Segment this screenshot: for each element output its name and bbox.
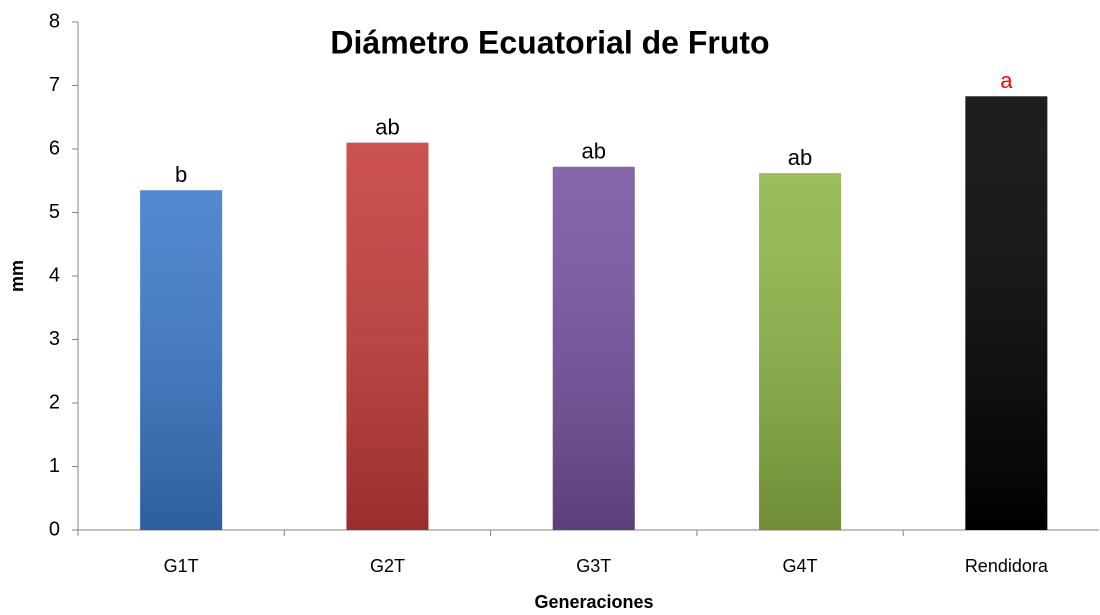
x-axis-label: Generaciones	[534, 592, 653, 612]
bar-annotation: a	[1000, 68, 1013, 93]
chart-title: Diámetro Ecuatorial de Fruto	[330, 24, 769, 60]
bar-annotation: ab	[788, 145, 812, 170]
bar	[346, 142, 429, 530]
x-tick-label: G4T	[783, 556, 818, 576]
x-tick-label: G3T	[576, 556, 611, 576]
y-tick-label: 1	[49, 455, 60, 477]
bar-annotation: ab	[375, 114, 399, 139]
y-tick-label: 4	[49, 264, 60, 286]
y-tick-label: 2	[49, 391, 60, 413]
y-axis-label: mm	[7, 260, 27, 292]
y-tick-label: 5	[49, 201, 60, 223]
y-tick-label: 8	[49, 10, 60, 32]
y-tick-label: 7	[49, 74, 60, 96]
y-tick-label: 3	[49, 328, 60, 350]
x-tick-label: G2T	[370, 556, 405, 576]
x-tick-label: Rendidora	[965, 556, 1049, 576]
bar	[759, 173, 842, 530]
y-tick-label: 6	[49, 137, 60, 159]
bar-annotation: ab	[582, 139, 606, 164]
bar	[965, 96, 1048, 531]
bar-annotation: b	[175, 162, 187, 187]
x-tick-label: G1T	[164, 556, 199, 576]
y-tick-label: 0	[49, 518, 60, 540]
bar	[552, 166, 635, 530]
bar	[140, 190, 223, 530]
